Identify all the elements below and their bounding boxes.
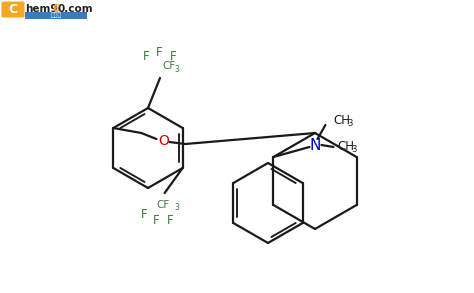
Text: F: F bbox=[153, 214, 160, 227]
Text: 3: 3 bbox=[174, 203, 180, 212]
Text: 3: 3 bbox=[351, 146, 357, 154]
FancyBboxPatch shape bbox=[1, 1, 25, 18]
Text: 3: 3 bbox=[174, 65, 179, 74]
Text: 3: 3 bbox=[347, 120, 353, 129]
Text: 6: 6 bbox=[52, 4, 59, 14]
Text: 化工网: 化工网 bbox=[50, 13, 62, 18]
Text: C: C bbox=[9, 3, 18, 16]
Text: N: N bbox=[310, 137, 321, 152]
Text: O: O bbox=[158, 134, 169, 148]
Text: 0.com: 0.com bbox=[58, 4, 94, 14]
Text: CH: CH bbox=[337, 141, 355, 154]
Text: F: F bbox=[155, 45, 162, 59]
Text: F: F bbox=[170, 50, 176, 62]
FancyBboxPatch shape bbox=[25, 12, 87, 19]
Text: F: F bbox=[167, 214, 174, 227]
Text: F: F bbox=[143, 50, 149, 62]
Text: CF: CF bbox=[156, 200, 169, 210]
Text: CF: CF bbox=[162, 61, 175, 71]
Text: F: F bbox=[141, 209, 148, 222]
Text: hem9: hem9 bbox=[25, 4, 57, 14]
Text: CH: CH bbox=[333, 115, 350, 127]
